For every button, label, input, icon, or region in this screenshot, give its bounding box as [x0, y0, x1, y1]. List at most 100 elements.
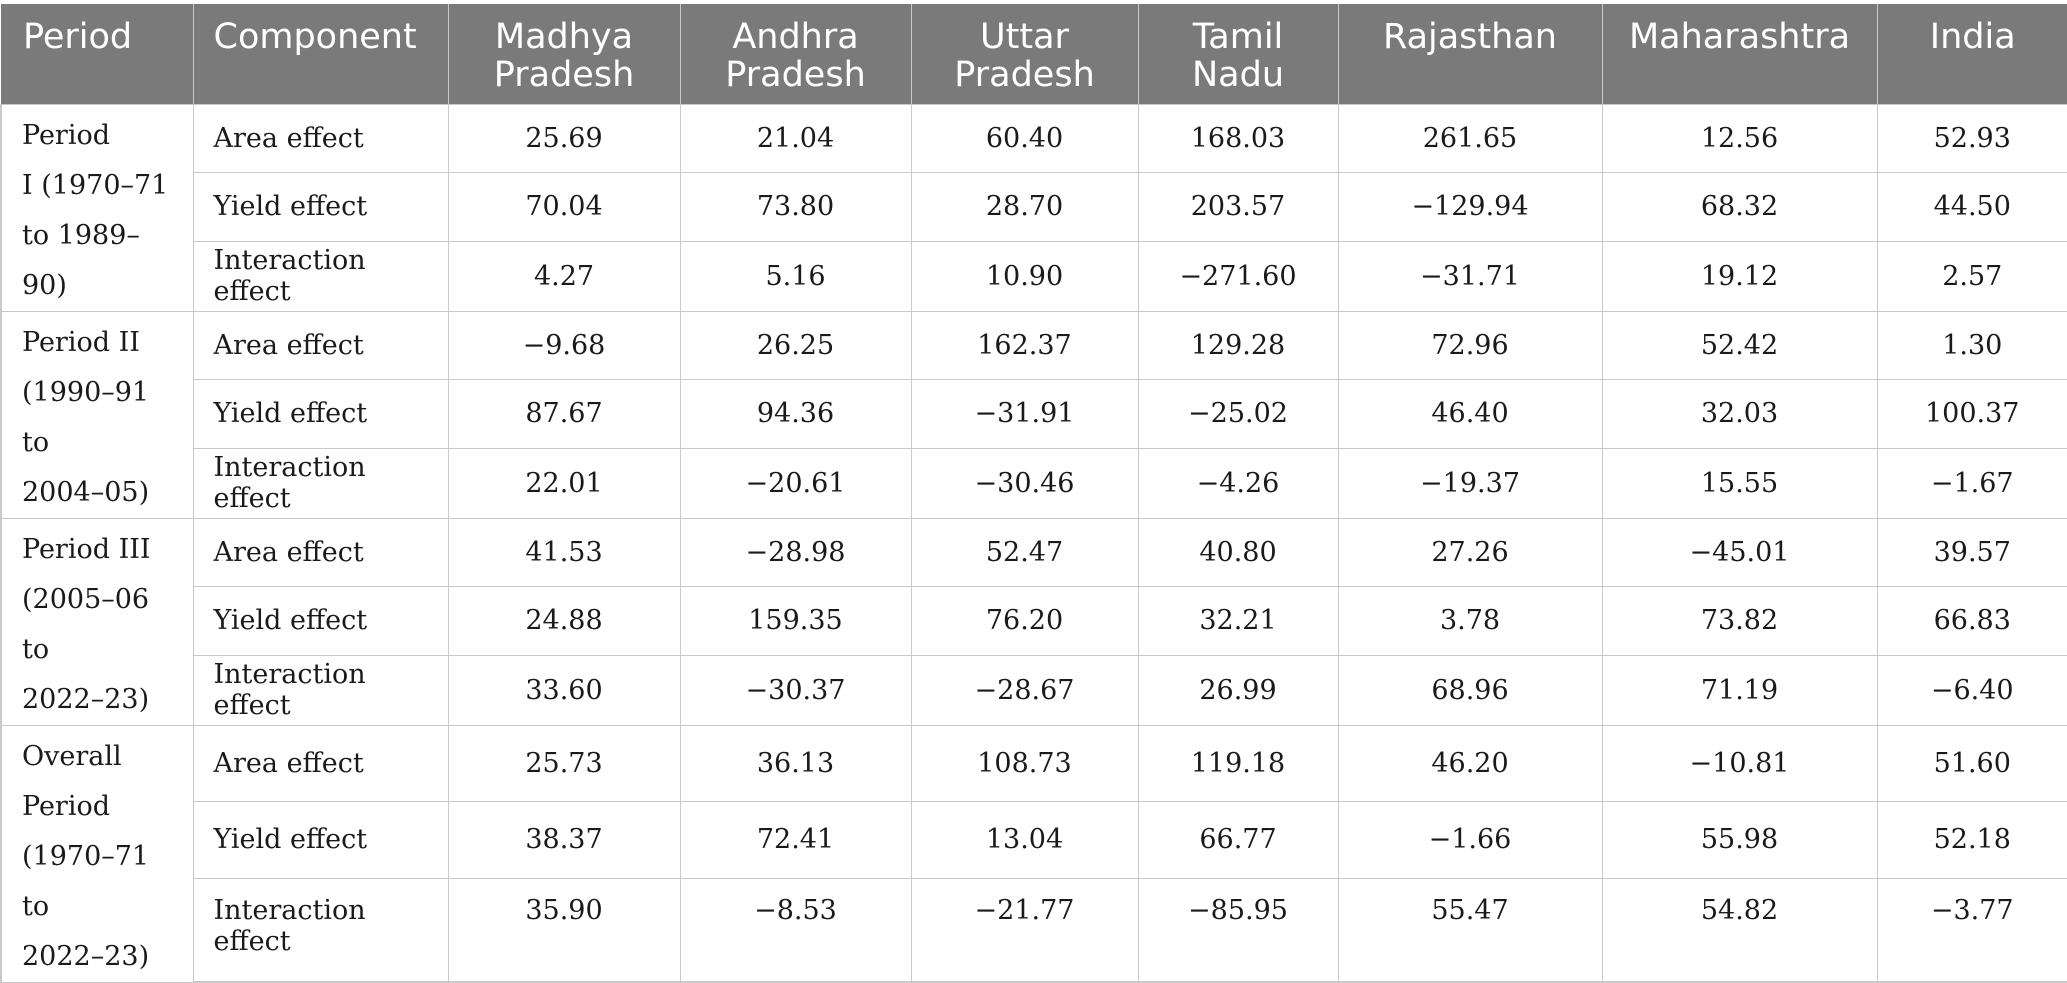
value-cell: 39.57 — [1876, 517, 2067, 588]
value-cell: −28.98 — [679, 517, 912, 588]
value-cell: 72.96 — [1337, 310, 1603, 381]
value-cell: 38.37 — [447, 801, 681, 879]
component-cell: Area effect — [192, 724, 449, 803]
table-row: Period III (2005–06 to 2022–23) Area effect… — [0, 517, 2067, 726]
value-cell: −6.40 — [1876, 654, 2067, 726]
value-cell: −3.77 — [1876, 877, 2067, 983]
header-period: Period — [1, 4, 193, 104]
value-cell: 52.47 — [910, 517, 1139, 588]
value-cell: 28.70 — [910, 172, 1139, 242]
value-cell: 203.57 — [1137, 172, 1339, 242]
component-cell: Yield effect — [192, 172, 449, 242]
table-header: Period Component Madhya Pradesh Andhra Pra… — [1, 4, 2067, 104]
component-cell: Interaction effect — [192, 877, 449, 983]
period-label-line: (1970–71 to — [22, 840, 150, 922]
period-label-line: (2005–06 to — [22, 583, 150, 665]
value-cell: 119.18 — [1137, 724, 1339, 803]
component-cell: Yield effect — [192, 586, 449, 656]
table-row: Yield effect 38.37 72.41 13.04 66.77 −1.66 55.… — [1, 801, 2067, 879]
table-row: Yield effect 87.67 94.36 −31.91 −25.02 46.40 3… — [1, 379, 2067, 449]
period-cell: Period III (2005–06 to 2022–23) — [0, 517, 194, 726]
period-label-line: Overall — [22, 740, 122, 772]
header-line: Pradesh — [954, 55, 1095, 95]
value-cell: 76.20 — [910, 586, 1139, 656]
period-label-line: to 1989–90) — [22, 219, 140, 301]
value-cell: 3.78 — [1337, 586, 1603, 656]
value-cell: −31.91 — [910, 379, 1139, 449]
value-cell: 32.03 — [1601, 379, 1878, 449]
value-cell: 21.04 — [679, 103, 912, 174]
value-cell: 5.16 — [679, 240, 912, 312]
value-cell: 261.65 — [1337, 103, 1603, 174]
period-label-line: Period III — [22, 533, 151, 565]
value-cell: −20.61 — [679, 447, 912, 519]
value-cell: 66.83 — [1876, 586, 2067, 656]
period-cell: Period I (1970–71 to 1989–90) — [0, 103, 194, 312]
value-cell: 25.69 — [447, 103, 681, 174]
value-cell: 159.35 — [679, 586, 912, 656]
value-cell: −30.46 — [910, 447, 1139, 519]
value-cell: 40.80 — [1137, 517, 1339, 588]
value-cell: 12.56 — [1601, 103, 1878, 174]
value-cell: 87.67 — [447, 379, 681, 449]
value-cell: −1.66 — [1337, 801, 1603, 879]
value-cell: 46.20 — [1337, 724, 1603, 803]
value-cell: 52.93 — [1876, 103, 2067, 174]
value-cell: 4.27 — [447, 240, 681, 312]
header-line: Pradesh — [725, 55, 866, 95]
value-cell: 55.98 — [1601, 801, 1878, 879]
value-cell: 22.01 — [447, 447, 681, 519]
header-line: Madhya — [494, 17, 634, 57]
component-cell: Area effect — [192, 517, 449, 588]
header-tamil-nadu: Tamil Nadu — [1137, 4, 1338, 104]
value-cell: 41.53 — [447, 517, 681, 588]
value-cell: 108.73 — [910, 724, 1139, 803]
value-cell: 2.57 — [1876, 240, 2067, 312]
period-label-line: (1990–91 to — [22, 376, 150, 458]
component-cell: Area effect — [192, 310, 449, 381]
period-label-line: 2004–05) — [22, 476, 150, 508]
header-maharashtra: Maharashtra — [1601, 4, 1877, 104]
table-row: Yield effect 24.88 159.35 76.20 32.21 3.78 73.… — [1, 586, 2067, 656]
table-row: Interaction effect 33.60 −30.37 −28.67 26.99… — [1, 654, 2067, 726]
value-cell: 162.37 — [910, 310, 1139, 381]
value-cell: 10.90 — [910, 240, 1139, 312]
table-row: Period I (1970–71 to 1989–90) Area effect 25… — [0, 103, 2067, 312]
value-cell: 15.55 — [1601, 447, 1878, 519]
decomposition-table: Period Component Madhya Pradesh Andhra Pra… — [0, 4, 2067, 983]
value-cell: −8.53 — [679, 877, 912, 983]
value-cell: 24.88 — [447, 586, 681, 656]
component-cell: Interaction effect — [192, 447, 449, 519]
value-cell: 55.47 — [1337, 877, 1603, 983]
header-india: India — [1876, 4, 2067, 104]
component-cell: Interaction effect — [192, 240, 449, 312]
table-row: Yield effect 70.04 73.80 28.70 203.57 −129.94… — [1, 172, 2067, 242]
value-cell: −25.02 — [1137, 379, 1339, 449]
value-cell: 27.26 — [1337, 517, 1603, 588]
value-cell: 51.60 — [1876, 724, 2067, 803]
value-cell: 68.96 — [1337, 654, 1603, 726]
header-rajasthan: Rajasthan — [1337, 4, 1602, 104]
period-label-line: 2022–23) — [22, 940, 150, 972]
value-cell: −271.60 — [1137, 240, 1339, 312]
value-cell: 129.28 — [1137, 310, 1339, 381]
value-cell: 68.32 — [1601, 172, 1878, 242]
value-cell: 94.36 — [679, 379, 912, 449]
header-uttar-pradesh: Uttar Pradesh — [910, 4, 1138, 104]
value-cell: −21.77 — [910, 877, 1139, 983]
table-row: Interaction effect 4.27 5.16 10.90 −271.60 −3… — [1, 240, 2067, 312]
component-cell: Area effect — [192, 103, 449, 174]
value-cell: 46.40 — [1337, 379, 1603, 449]
value-cell: −85.95 — [1137, 877, 1339, 983]
value-cell: 52.42 — [1601, 310, 1878, 381]
value-cell: 66.77 — [1137, 801, 1339, 879]
value-cell: 72.41 — [679, 801, 912, 879]
header-row: Period Component Madhya Pradesh Andhra Pra… — [1, 4, 2067, 104]
value-cell: 54.82 — [1601, 877, 1878, 983]
value-cell: −45.01 — [1601, 517, 1878, 588]
value-cell: 71.19 — [1601, 654, 1878, 726]
period-cell: Overall Period (1970–71 to 2022–23) — [0, 724, 194, 983]
table-row: Period II (1990–91 to 2004–05) Area effect −… — [0, 310, 2067, 519]
table-row: Overall Period (1970–71 to 2022–23) Area eff… — [0, 724, 2067, 983]
value-cell: 100.37 — [1876, 379, 2067, 449]
